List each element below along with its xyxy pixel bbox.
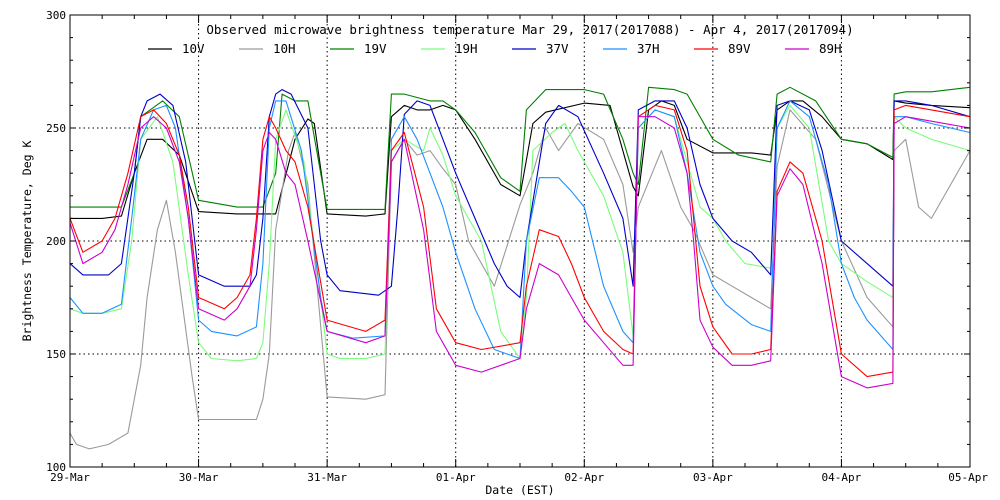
- legend-label-10h: 10H: [273, 41, 296, 56]
- y-tick-label: 200: [46, 235, 66, 248]
- x-axis-title: Date (EST): [485, 483, 554, 497]
- x-tick-label: 04-Apr: [822, 471, 862, 484]
- y-tick-label: 300: [46, 9, 66, 22]
- legend-label-89v: 89V: [728, 41, 751, 56]
- y-tick-label: 100: [46, 461, 66, 474]
- legend-label-10v: 10V: [182, 41, 205, 56]
- series-line-89h: [69, 116, 971, 389]
- axis-ticks: [69, 14, 971, 468]
- legend-label-19h: 19H: [455, 41, 478, 56]
- x-tick-label: 29-Mar: [50, 471, 90, 484]
- x-tick-label: 30-Mar: [179, 471, 219, 484]
- legend: 10V 10H 19V 19H 37V 37H 89V 89H: [148, 41, 842, 56]
- x-tick-label: 03-Apr: [693, 471, 733, 484]
- legend-label-37h: 37H: [637, 41, 660, 56]
- series-line-10h: [69, 109, 971, 450]
- series-line-37h: [69, 100, 971, 360]
- y-tick-label: 250: [46, 122, 66, 135]
- x-tick-label: 02-Apr: [564, 471, 604, 484]
- x-tick-label: 01-Apr: [436, 471, 476, 484]
- series-line-19v: [70, 86, 971, 210]
- legend-label-37v: 37V: [546, 41, 569, 56]
- y-axis-title: Brightness Temperature, Deg K: [20, 141, 34, 342]
- series-line-89v: [69, 104, 971, 378]
- x-tick-label: 31-Mar: [307, 471, 347, 484]
- tick-labels: 100 150 200 250 300 29-Mar 30-Mar 31-Mar 01-Apr 0…: [46, 9, 988, 484]
- y-tick-label: 150: [46, 348, 66, 361]
- chart-title: Observed microwave brightness temperatur…: [206, 22, 853, 37]
- x-tick-label: 05-Apr: [948, 471, 988, 484]
- series-lines: [69, 86, 971, 450]
- legend-label-89h: 89H: [819, 41, 842, 56]
- legend-label-19v: 19V: [364, 41, 387, 56]
- series-line-37v: [69, 89, 971, 299]
- series-line-10v: [70, 100, 971, 219]
